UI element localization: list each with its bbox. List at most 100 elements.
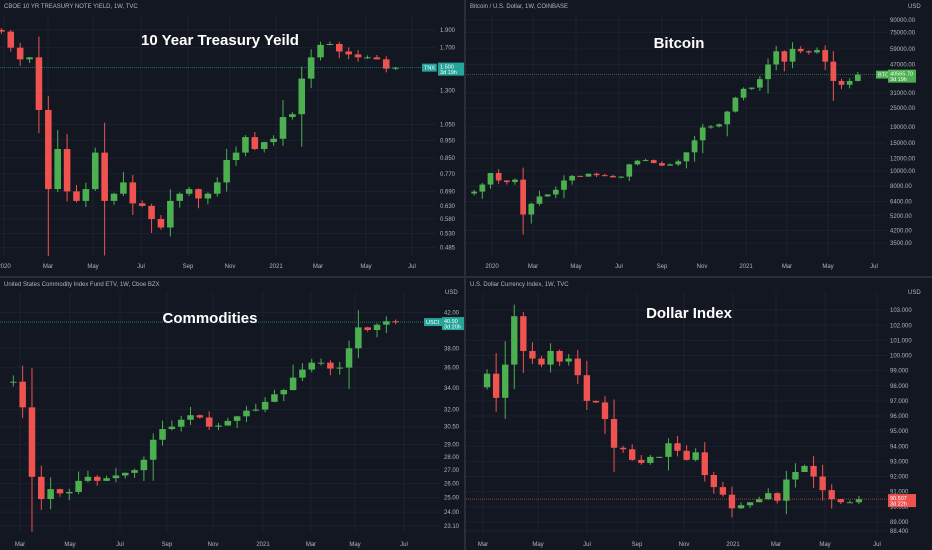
- x-tick-label-tnx: Nov: [225, 264, 236, 270]
- y-tick-label-tnx: 0.850: [440, 156, 456, 162]
- y-tick-label-uscf: 34.00: [444, 386, 460, 392]
- candle-body-uscf: [103, 478, 110, 481]
- price-badge-value-btc: 40565.70: [890, 72, 913, 78]
- panel-divider-horizontal[interactable]: [0, 276, 932, 278]
- chart-source-btc: Bitcoin / U.S. Dollar, 1W, COINBASE: [470, 4, 568, 10]
- y-tick-label-btc: 59000.00: [890, 47, 916, 53]
- y-tick-label-btc: 47000.00: [890, 63, 916, 69]
- chart-source-tnx: CBOE 10 YR TREASURY NOTE YIELD, 1W, TVC: [4, 4, 138, 10]
- candle-body-dxy: [583, 375, 591, 401]
- candle-body-dxy: [619, 447, 627, 450]
- x-tick-label-tnx: Jul: [137, 264, 145, 270]
- candle-body-dxy: [547, 350, 554, 365]
- y-tick-label-btc: 75000.00: [890, 30, 916, 36]
- candle-body-tnx: [0, 29, 5, 32]
- candle-body-tnx: [270, 138, 277, 143]
- candle-body-tnx: [242, 137, 249, 153]
- chart-svg-dxy: U.S. Dollar Currency Index, 1W, TVC Doll…: [466, 282, 921, 548]
- x-tick-label-dxy: Mar: [478, 542, 488, 548]
- x-tick-label-uscf: 2021: [256, 542, 270, 548]
- candle-body-dxy: [520, 316, 527, 351]
- x-tick-label-tnx: Sep: [183, 264, 194, 270]
- x-tick-label-btc: May: [570, 264, 581, 270]
- y-tick-label-dxy: 102.000: [890, 323, 912, 329]
- y-tick-label-uscf: 23.10: [444, 524, 460, 530]
- candle-body-tnx: [16, 47, 24, 60]
- candle-body-tnx: [120, 182, 127, 194]
- candle-body-tnx: [289, 114, 296, 118]
- y-tick-label-dxy: 92.000: [890, 475, 909, 481]
- candle-body-dxy: [483, 373, 491, 388]
- candle-body-dxy: [592, 400, 600, 403]
- x-tick-label-btc: Sep: [657, 264, 668, 270]
- candle-body-dxy: [755, 499, 763, 503]
- candle-body-dxy: [692, 452, 699, 460]
- candle-body-btc: [585, 173, 592, 177]
- candle-body-uscf: [327, 362, 334, 369]
- y-tick-label-dxy: 95.000: [890, 429, 909, 435]
- y-tick-label-btc: 19000.00: [890, 125, 916, 131]
- x-tick-label-uscf: May: [349, 542, 360, 548]
- candle-body-btc: [789, 48, 796, 62]
- candle-body-tnx: [26, 57, 33, 60]
- chart-panel-tnx[interactable]: CBOE 10 YR TREASURY NOTE YIELD, 1W, TVC …: [0, 0, 464, 276]
- candle-body-dxy: [502, 364, 509, 398]
- chart-unit-uscf: USD: [445, 290, 458, 296]
- candle-body-dxy: [511, 316, 518, 365]
- candle-body-dxy: [565, 358, 572, 362]
- candle-body-dxy: [629, 449, 636, 460]
- y-tick-label-dxy: 97.000: [890, 399, 909, 405]
- y-tick-label-btc: 8000.00: [890, 184, 912, 190]
- panel-divider-vertical[interactable]: [464, 0, 466, 550]
- candle-body-tnx: [63, 149, 71, 192]
- symbol-badge-tnx[interactable]: [422, 63, 437, 72]
- candle-body-uscf: [261, 401, 269, 410]
- candle-body-uscf: [317, 362, 325, 364]
- y-tick-label-tnx: 0.950: [440, 138, 456, 144]
- candle-body-uscf: [355, 327, 362, 349]
- candle-body-btc: [650, 160, 657, 164]
- x-tick-label-tnx: May: [87, 264, 98, 270]
- candle-body-tnx: [307, 57, 315, 79]
- chart-panel-btc[interactable]: Bitcoin / U.S. Dollar, 1W, COINBASE Bitc…: [466, 0, 932, 276]
- candle-body-btc: [708, 126, 714, 128]
- candle-body-uscf: [345, 348, 353, 368]
- price-badge-dxy: [888, 494, 916, 508]
- x-tick-label-tnx: Jul: [408, 264, 416, 270]
- candle-body-dxy: [674, 443, 681, 451]
- candle-body-uscf: [47, 489, 54, 500]
- y-tick-label-uscf: 36.00: [444, 366, 460, 372]
- chart-title-btc: Bitcoin: [654, 35, 705, 52]
- candle-body-btc: [512, 179, 518, 183]
- y-tick-label-btc: 10000.00: [890, 169, 916, 175]
- y-tick-label-dxy: 94.000: [890, 444, 909, 450]
- candle-body-dxy: [610, 419, 618, 448]
- candle-body-tnx: [392, 67, 399, 69]
- candle-body-btc: [830, 61, 837, 81]
- candle-body-dxy: [601, 402, 609, 420]
- candle-body-uscf: [168, 426, 176, 430]
- candle-body-btc: [757, 79, 763, 88]
- candle-body-dxy: [746, 502, 754, 506]
- symbol-badge-uscf[interactable]: [424, 318, 443, 327]
- candle-body-tnx: [45, 109, 52, 190]
- price-badge-countdown-dxy: 3d 22h: [890, 502, 907, 508]
- chart-panel-dxy[interactable]: U.S. Dollar Currency Index, 1W, TVC Doll…: [466, 278, 932, 550]
- chart-panel-uscf[interactable]: United States Commodity Index Fund ETV, …: [0, 278, 464, 550]
- candle-body-uscf: [75, 480, 82, 492]
- candle-body-dxy: [737, 505, 745, 509]
- candle-body-btc: [601, 175, 608, 177]
- x-tick-label-dxy: Sep: [632, 542, 643, 548]
- chart-svg-btc: Bitcoin / U.S. Dollar, 1W, COINBASE Bitc…: [466, 4, 921, 270]
- candle-body-tnx: [167, 200, 174, 228]
- y-tick-label-uscf: 28.00: [444, 455, 460, 461]
- candle-body-uscf: [28, 407, 36, 477]
- candle-body-uscf: [196, 415, 204, 418]
- chart-unit-dxy: USD: [908, 290, 921, 296]
- candle-body-uscf: [364, 327, 371, 331]
- candle-body-btc: [528, 203, 535, 215]
- chart-title-dxy: Dollar Index: [646, 305, 733, 322]
- candle-body-btc: [716, 124, 722, 127]
- candle-body-btc: [487, 172, 494, 185]
- y-tick-label-uscf: 30.50: [444, 425, 460, 431]
